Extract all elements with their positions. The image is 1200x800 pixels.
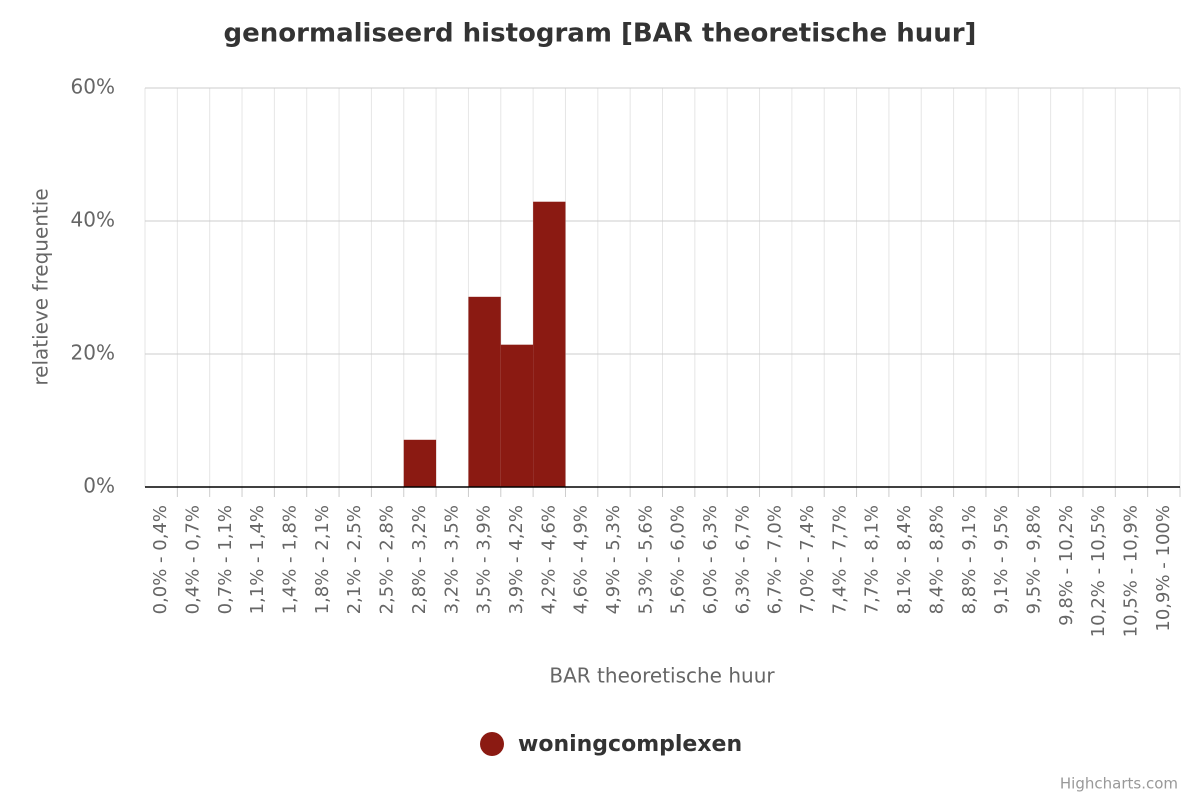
y-tick-label: 20% (71, 341, 115, 365)
legend-marker (480, 732, 504, 756)
legend-label: woningcomplexen (518, 732, 742, 757)
x-tick-label: 1,8% - 2,1% (312, 505, 333, 614)
x-tick-label: 8,8% - 9,1% (959, 505, 980, 614)
x-tick-label: 4,9% - 5,3% (603, 505, 624, 614)
x-tick-label: 7,0% - 7,4% (797, 505, 818, 614)
bar (533, 201, 566, 487)
x-axis-title: BAR theoretische huur (549, 664, 775, 688)
x-tick-label: 2,5% - 2,8% (377, 505, 398, 614)
x-tick-label: 5,6% - 6,0% (668, 505, 689, 614)
x-tick-label: 3,5% - 3,9% (474, 505, 495, 614)
x-tick-label: 5,3% - 5,6% (635, 505, 656, 614)
bar (500, 344, 534, 487)
x-tick-label: 3,9% - 4,2% (506, 505, 527, 614)
x-tick-label: 6,3% - 6,7% (732, 505, 753, 614)
x-tick-label: 2,1% - 2,5% (344, 505, 365, 614)
y-axis-title: relatieve frequentie (29, 188, 53, 385)
y-tick-label: 40% (71, 208, 115, 232)
x-tick-label: 9,5% - 9,8% (1023, 505, 1044, 614)
x-tick-label: 1,4% - 1,8% (280, 505, 301, 614)
x-tick-label: 8,4% - 8,8% (926, 505, 947, 614)
x-tick-label: 8,1% - 8,4% (894, 505, 915, 614)
x-tick-label: 4,2% - 4,6% (538, 505, 559, 614)
x-tick-label: 0,0% - 0,4% (150, 505, 171, 614)
x-tick-label: 10,5% - 10,9% (1120, 505, 1141, 637)
x-tick-label: 10,9% - 100% (1153, 505, 1174, 632)
x-tick-label: 0,7% - 1,1% (215, 505, 236, 614)
x-tick-label: 6,0% - 6,3% (700, 505, 721, 614)
y-tick-label: 60% (71, 75, 115, 99)
x-tick-label: 9,8% - 10,2% (1056, 505, 1077, 626)
x-tick-label: 2,8% - 3,2% (409, 505, 430, 614)
x-tick-label: 6,7% - 7,0% (765, 505, 786, 614)
y-tick-label: 0% (83, 474, 115, 498)
x-tick-label: 7,7% - 8,1% (862, 505, 883, 614)
credits[interactable]: Highcharts.com (1060, 775, 1178, 793)
x-tick-label: 0,4% - 0,7% (183, 505, 204, 614)
x-tick-label: 4,6% - 4,9% (571, 505, 592, 614)
x-tick-label: 10,2% - 10,5% (1088, 505, 1109, 637)
x-tick-label: 7,4% - 7,7% (829, 505, 850, 614)
x-tick-label: 9,1% - 9,5% (991, 505, 1012, 614)
x-tick-label: 3,2% - 3,5% (441, 505, 462, 614)
chart-title: genormaliseerd histogram [BAR theoretisc… (224, 19, 977, 49)
x-tick-label: 1,1% - 1,4% (247, 505, 268, 614)
bar (468, 296, 501, 487)
bar (403, 439, 437, 487)
